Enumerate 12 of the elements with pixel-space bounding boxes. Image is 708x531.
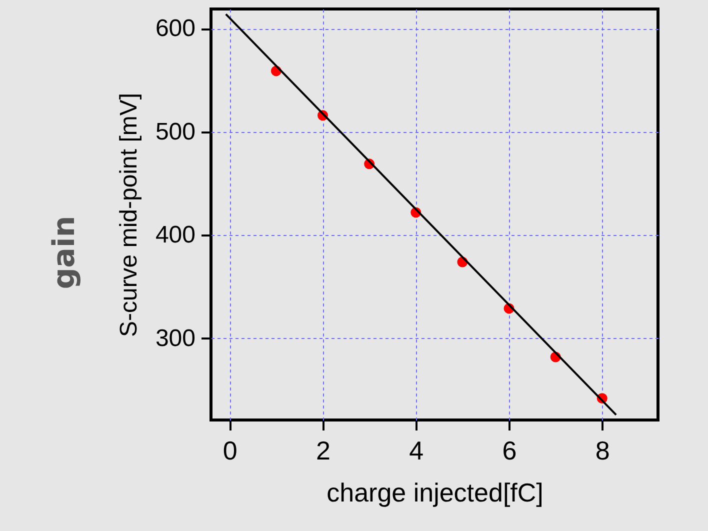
- x-axis-title: charge injected[fC]: [326, 478, 544, 508]
- y-tick-label: 300: [155, 324, 196, 352]
- x-tick-label: 4: [409, 436, 424, 466]
- x-tick-label: 2: [316, 436, 330, 466]
- y-tick-label: 600: [155, 15, 196, 42]
- text: gain: [47, 216, 82, 290]
- x-tick-label: 8: [595, 436, 610, 466]
- y-axis-title: S-curve mid-point [mV]: [115, 92, 142, 338]
- x-tick-label: 6: [502, 436, 517, 466]
- y-tick-label: 500: [155, 118, 196, 146]
- y-tick-label: 400: [155, 222, 196, 249]
- x-tick-label: 0: [222, 436, 238, 466]
